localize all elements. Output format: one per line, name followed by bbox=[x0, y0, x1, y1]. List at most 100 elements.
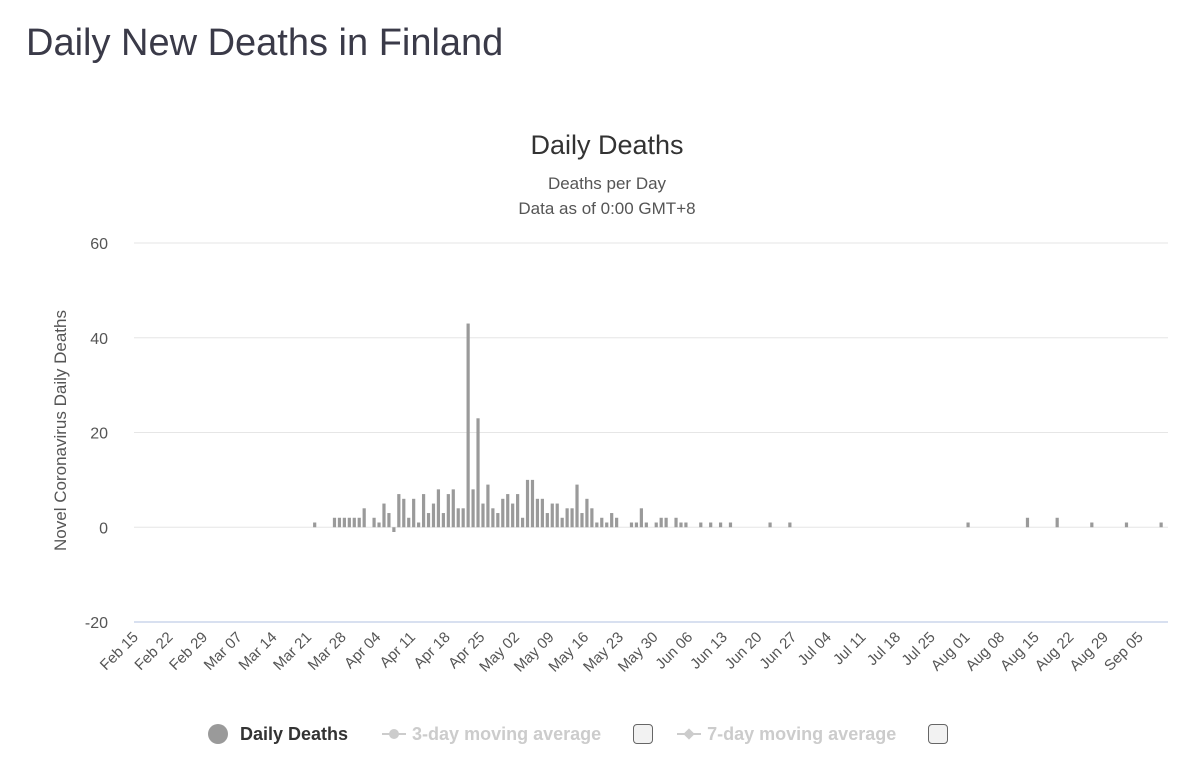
x-tick-label: Mar 14 bbox=[235, 629, 280, 674]
x-tick-label: Jun 13 bbox=[687, 629, 731, 673]
legend-item-3day-ma[interactable]: 3-day moving average bbox=[382, 724, 601, 745]
bar[interactable] bbox=[362, 508, 366, 528]
bar[interactable] bbox=[471, 489, 475, 528]
bar[interactable] bbox=[1025, 517, 1030, 528]
bar[interactable] bbox=[634, 522, 639, 528]
bar[interactable] bbox=[595, 522, 599, 528]
bar[interactable] bbox=[639, 508, 643, 528]
bar[interactable] bbox=[580, 513, 584, 528]
bar[interactable] bbox=[337, 517, 342, 528]
y-tick-label: -20 bbox=[85, 615, 108, 632]
bar[interactable] bbox=[535, 498, 540, 528]
bar[interactable] bbox=[590, 508, 594, 528]
bar[interactable] bbox=[555, 503, 559, 528]
bar[interactable] bbox=[431, 503, 436, 528]
bar[interactable] bbox=[466, 323, 470, 528]
bar[interactable] bbox=[684, 522, 688, 528]
bar[interactable] bbox=[382, 503, 386, 528]
legend-label-7day-ma: 7-day moving average bbox=[707, 723, 897, 744]
bar[interactable] bbox=[486, 484, 490, 528]
bar[interactable] bbox=[575, 484, 579, 528]
bar[interactable] bbox=[352, 517, 356, 528]
bar[interactable] bbox=[516, 494, 520, 528]
legend-item-daily-deaths[interactable]: Daily Deaths bbox=[208, 724, 348, 745]
x-tick-label: Jul 18 bbox=[864, 629, 904, 669]
bar[interactable] bbox=[511, 503, 515, 528]
bar[interactable] bbox=[342, 517, 346, 528]
bar[interactable] bbox=[387, 513, 391, 528]
bar[interactable] bbox=[397, 494, 401, 528]
bar[interactable] bbox=[426, 513, 431, 528]
bar[interactable] bbox=[1159, 522, 1163, 528]
bar[interactable] bbox=[1090, 522, 1094, 528]
bar[interactable] bbox=[451, 489, 455, 528]
bar[interactable] bbox=[1055, 517, 1059, 528]
bar[interactable] bbox=[372, 517, 376, 528]
bar[interactable] bbox=[530, 479, 535, 528]
bar[interactable] bbox=[570, 508, 574, 528]
bar[interactable] bbox=[347, 517, 351, 528]
bar[interactable] bbox=[506, 494, 510, 528]
bar[interactable] bbox=[1124, 522, 1129, 528]
bar[interactable] bbox=[664, 517, 668, 528]
y-tick-label: 20 bbox=[90, 426, 108, 443]
legend-label-3day-ma: 3-day moving average bbox=[412, 723, 602, 744]
y-tick-label: 60 bbox=[90, 236, 108, 253]
bar[interactable] bbox=[357, 517, 361, 528]
bar[interactable] bbox=[709, 522, 713, 528]
checkbox-7day-ma[interactable] bbox=[928, 724, 949, 744]
bar[interactable] bbox=[446, 494, 450, 528]
x-tick-label: Jun 20 bbox=[722, 629, 766, 673]
bar[interactable] bbox=[436, 489, 441, 528]
bar[interactable] bbox=[392, 527, 396, 532]
legend: Daily Deaths 3-day moving average 7-day … bbox=[208, 718, 949, 750]
bar[interactable] bbox=[788, 522, 792, 528]
x-tick-label: Sep 05 bbox=[1101, 629, 1147, 675]
bar[interactable] bbox=[377, 522, 381, 528]
bar[interactable] bbox=[585, 498, 589, 528]
bar[interactable] bbox=[545, 513, 549, 528]
bar[interactable] bbox=[481, 503, 485, 528]
bar[interactable] bbox=[491, 508, 495, 528]
bar[interactable] bbox=[540, 498, 544, 528]
bar[interactable] bbox=[728, 522, 733, 528]
bar[interactable] bbox=[550, 503, 554, 528]
bar[interactable] bbox=[768, 522, 772, 528]
bar[interactable] bbox=[417, 522, 421, 528]
bar[interactable] bbox=[565, 508, 569, 528]
legend-item-7day-ma[interactable]: 7-day moving average bbox=[677, 724, 896, 745]
bar[interactable] bbox=[313, 522, 317, 528]
bar[interactable] bbox=[629, 522, 634, 528]
checkbox-3day-ma[interactable] bbox=[633, 724, 654, 744]
bar[interactable] bbox=[654, 522, 658, 528]
bar[interactable] bbox=[496, 513, 500, 528]
bar[interactable] bbox=[605, 522, 609, 528]
bar[interactable] bbox=[407, 517, 411, 528]
legend-marker-line-diamond bbox=[677, 727, 702, 741]
bar[interactable] bbox=[412, 498, 416, 528]
bar[interactable] bbox=[674, 517, 678, 528]
bar[interactable] bbox=[461, 508, 465, 528]
bar[interactable] bbox=[501, 498, 505, 528]
bar[interactable] bbox=[402, 498, 406, 528]
bar[interactable] bbox=[610, 513, 614, 528]
legend-marker-dot bbox=[208, 724, 228, 744]
bar[interactable] bbox=[679, 522, 683, 528]
bar[interactable] bbox=[600, 517, 604, 528]
bar[interactable] bbox=[421, 494, 426, 528]
bar[interactable] bbox=[644, 522, 648, 528]
bar[interactable] bbox=[525, 479, 530, 528]
bar[interactable] bbox=[699, 522, 703, 528]
bar[interactable] bbox=[615, 517, 619, 528]
bar[interactable] bbox=[456, 508, 460, 528]
bar[interactable] bbox=[718, 522, 723, 528]
bar[interactable] bbox=[520, 517, 525, 528]
bar[interactable] bbox=[476, 418, 480, 528]
x-tick-label: Jul 04 bbox=[795, 629, 835, 669]
bar[interactable] bbox=[966, 522, 970, 528]
bar[interactable] bbox=[659, 517, 663, 528]
bar[interactable] bbox=[332, 517, 337, 528]
x-tick-label: Apr 11 bbox=[377, 629, 419, 671]
bar[interactable] bbox=[560, 517, 564, 528]
bar[interactable] bbox=[441, 513, 445, 528]
